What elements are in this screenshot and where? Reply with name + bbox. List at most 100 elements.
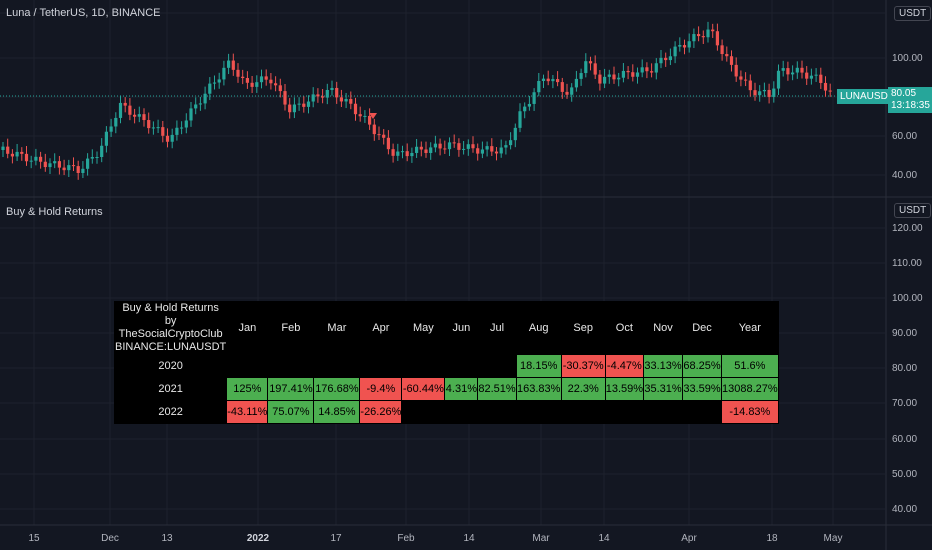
indicator-ytick: 40.00 bbox=[892, 504, 918, 515]
table-title: Buy & Hold Returns by TheSocialCryptoClu… bbox=[113, 301, 228, 355]
candle-body bbox=[53, 161, 57, 164]
candle-body bbox=[292, 104, 296, 113]
x-tick: Apr bbox=[681, 533, 697, 544]
candle-body bbox=[250, 82, 254, 87]
month-header: Sep bbox=[560, 301, 606, 355]
candle-body bbox=[767, 89, 771, 97]
month-header: Dec bbox=[682, 301, 723, 355]
candle-body bbox=[828, 90, 832, 92]
indicator-title[interactable]: Buy & Hold Returns bbox=[6, 206, 103, 218]
candle-body bbox=[198, 103, 202, 105]
candle-body bbox=[217, 79, 221, 83]
x-tick: 18 bbox=[766, 533, 778, 544]
candle-body bbox=[729, 56, 734, 65]
indicator-ytick: 100.00 bbox=[892, 293, 923, 304]
candle-body bbox=[476, 148, 480, 154]
candle-body bbox=[43, 161, 47, 168]
candle-body bbox=[664, 57, 668, 61]
candle-body bbox=[598, 74, 602, 84]
candle-body bbox=[480, 149, 484, 154]
candle-body bbox=[551, 79, 555, 82]
indicator-ytick: 60.00 bbox=[892, 434, 918, 445]
month-header: Apr bbox=[359, 301, 403, 355]
candle-body bbox=[147, 120, 151, 129]
candle-body bbox=[593, 63, 597, 75]
candle-body bbox=[297, 103, 301, 105]
main-ytick: 100.00 bbox=[892, 53, 923, 64]
candle-body bbox=[504, 145, 508, 148]
indicator-ytick: 110.00 bbox=[892, 258, 922, 269]
indicator-ytick: 120.00 bbox=[892, 223, 923, 234]
candle-body bbox=[264, 76, 268, 80]
candle-body bbox=[697, 34, 701, 37]
candle-body bbox=[433, 143, 437, 148]
candle-body bbox=[574, 78, 578, 88]
candle-body bbox=[739, 76, 743, 80]
candle-body bbox=[165, 135, 170, 142]
candle-body bbox=[151, 127, 155, 129]
table-cell: 4.31% bbox=[444, 377, 479, 401]
candle-body bbox=[725, 54, 729, 57]
candle-body bbox=[259, 76, 264, 83]
candle-body bbox=[203, 93, 207, 104]
candle-body bbox=[335, 87, 339, 98]
table-cell bbox=[401, 400, 446, 424]
candle-body bbox=[795, 67, 799, 73]
candle-body bbox=[452, 142, 456, 144]
main-unit-badge[interactable]: USDT bbox=[894, 6, 932, 21]
candle-body bbox=[67, 165, 71, 171]
candle-body bbox=[579, 73, 583, 79]
month-header: Feb bbox=[267, 301, 315, 355]
table-cell: 33.13% bbox=[643, 354, 684, 378]
last-price: 80.05 bbox=[891, 88, 917, 99]
month-header: Jan bbox=[226, 301, 269, 355]
candle-body bbox=[194, 104, 198, 109]
candle-body bbox=[208, 83, 212, 94]
candle-body bbox=[90, 157, 94, 159]
candle-body bbox=[377, 134, 381, 136]
candle-body bbox=[274, 83, 278, 86]
candle-body bbox=[715, 31, 719, 46]
candle-body bbox=[128, 105, 132, 115]
table-cell: -60.44% bbox=[401, 377, 446, 401]
table-cell: 82.51% bbox=[477, 377, 517, 401]
candle-body bbox=[786, 68, 790, 75]
table-cell: 163.83% bbox=[515, 377, 562, 401]
symbol-price-tag: LUNAUSDT bbox=[837, 89, 897, 104]
table-cell bbox=[267, 354, 315, 378]
candle-body bbox=[744, 79, 748, 81]
candle-body bbox=[494, 151, 499, 154]
indicator-unit-badge[interactable]: USDT bbox=[894, 203, 932, 218]
symbol-title[interactable]: Luna / TetherUS, 1D, BINANCE bbox=[6, 7, 161, 19]
candle-body bbox=[81, 168, 85, 173]
table-row: 2021 125% 197.41% 176.68% -9.4% -60.44% … bbox=[113, 377, 779, 401]
candle-body bbox=[325, 89, 329, 98]
table-cell bbox=[560, 400, 606, 424]
candle-body bbox=[823, 82, 828, 91]
candle-body bbox=[621, 70, 625, 78]
candle-body bbox=[382, 134, 386, 138]
table-cell: 75.07% bbox=[267, 400, 315, 424]
table-cell: 14.85% bbox=[313, 400, 361, 424]
candle-body bbox=[349, 98, 353, 104]
candle-body bbox=[142, 114, 146, 121]
x-tick: 17 bbox=[330, 533, 342, 544]
candle-body bbox=[24, 153, 29, 162]
table-cell: -30.37% bbox=[560, 354, 606, 378]
candle-body bbox=[701, 36, 705, 38]
table-row: 2020 18.15% -30.37% -4.47% 33.13% 68.25%… bbox=[113, 354, 779, 378]
indicator-ytick: 50.00 bbox=[892, 469, 918, 480]
candle-body bbox=[612, 74, 616, 80]
table-cell: -4.47% bbox=[604, 354, 645, 378]
candle-body bbox=[805, 72, 809, 79]
candle-body bbox=[104, 131, 108, 146]
indicator-ytick: 80.00 bbox=[892, 363, 918, 374]
candle-body bbox=[748, 80, 752, 91]
candle-body bbox=[344, 98, 348, 102]
table-header-row: Buy & Hold Returns by TheSocialCryptoClu… bbox=[113, 301, 779, 355]
table-cell: 197.41% bbox=[267, 377, 315, 401]
candle-body bbox=[245, 78, 249, 83]
candle-body bbox=[189, 108, 193, 121]
candle-countdown: 13:18:35 bbox=[891, 100, 930, 111]
